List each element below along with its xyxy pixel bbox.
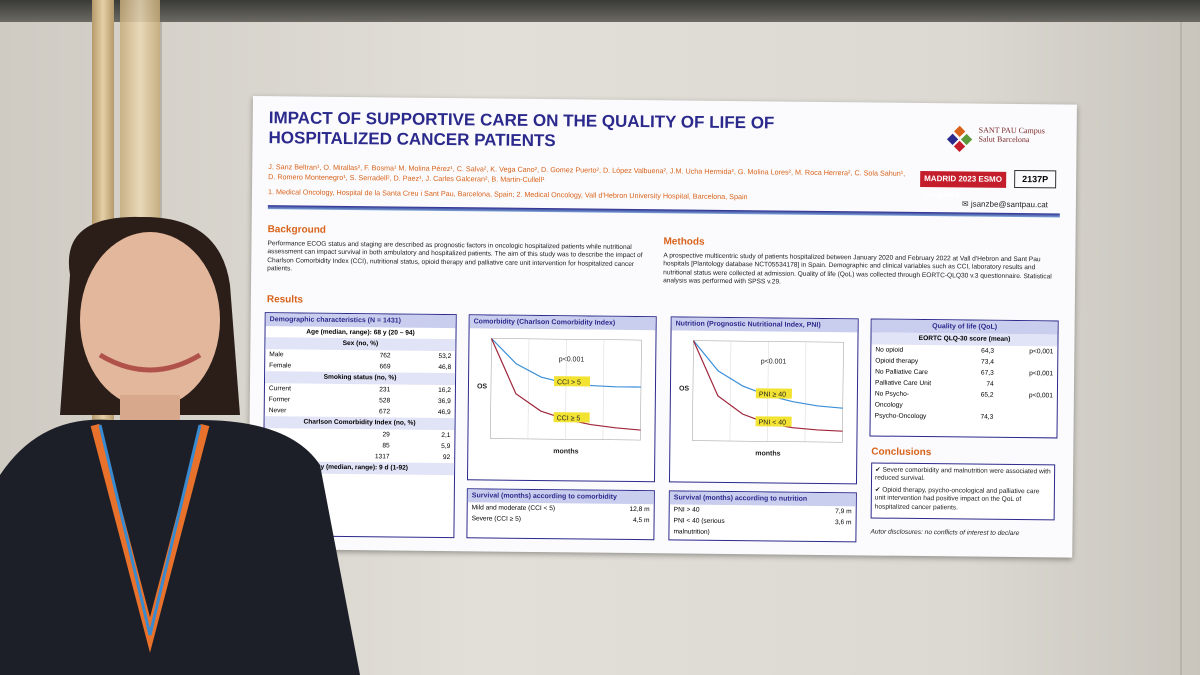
- table-cell: 3,6 m: [835, 519, 852, 527]
- table-cell: Palliative Care Unit: [874, 379, 932, 388]
- legend-highlight: [755, 388, 792, 399]
- table-cell: [994, 357, 1053, 369]
- mail-icon: ✉: [961, 199, 971, 209]
- y-axis-label: OS: [477, 383, 488, 390]
- conclusions-heading: Conclusions: [871, 446, 932, 459]
- table-row: Psycho-Oncology 74,3: [871, 410, 1057, 423]
- table-cell: 64,3: [981, 347, 995, 355]
- table-cell: [994, 379, 1053, 391]
- x-axis-label: months: [553, 448, 578, 455]
- table-cell: No opioid: [875, 346, 904, 354]
- table-cell: 73,4: [981, 358, 994, 366]
- legend-highlight: [755, 416, 792, 427]
- ceiling: [0, 0, 1200, 22]
- table-cell: 46,9: [437, 408, 451, 417]
- jacket: [0, 419, 360, 675]
- sant-pau-logo: SANT PAU Campus Salut Barcelona: [944, 121, 1054, 162]
- face: [80, 232, 220, 408]
- table-cell: 65,2: [980, 391, 994, 399]
- survival-nutrition-table: Survival (months) according to nutrition…: [668, 490, 857, 543]
- table-cell: 16,2: [438, 386, 451, 395]
- table-cell: 12,8 m: [629, 505, 650, 514]
- table-row: PNI < 40 (serious malnutrition) 3,6 m: [669, 515, 855, 539]
- poster-title: IMPACT OF SUPPORTIVE CARE ON THE QUALITY…: [268, 108, 775, 151]
- poster-number: 2137P: [1014, 169, 1057, 189]
- comorbidity-chart: Comorbidity (Charlson Comorbidity Index)…: [466, 314, 657, 483]
- gridline: [804, 341, 807, 442]
- comorbidity-km-plot: CCI > 5 CCI ≥ 5 p<0.001 OS months: [477, 338, 642, 455]
- contact-email: ✉ jsanzbe@santpau.cat: [962, 199, 1048, 209]
- gridline: [602, 339, 605, 440]
- affiliations: 1. Medical Oncology, Hospital de la Sant…: [267, 187, 748, 202]
- conclusion-item: ✔ Opioid therapy, psycho-oncological and…: [874, 486, 1040, 512]
- header-divider: [267, 205, 1060, 218]
- gridline: [527, 338, 530, 439]
- legend-highlight: [553, 376, 591, 387]
- table-cell: No Psycho-Oncology: [874, 390, 910, 409]
- legend-text: PNI ≥ 40: [759, 391, 786, 398]
- legend-label: PNI < 40: [755, 416, 792, 427]
- table-cell: 74: [986, 380, 994, 388]
- table-cell: PNI > 40: [673, 506, 700, 514]
- congress-badge: MADRID 2023 ESMO congress: [920, 170, 1007, 199]
- legend-highlight: [553, 412, 590, 423]
- table-cell: 5,9: [441, 442, 451, 451]
- legend-text: PNI < 40: [759, 419, 787, 426]
- table-cell: 92: [442, 454, 451, 462]
- methods-heading: Methods: [663, 236, 705, 248]
- conclusions-box: ✔ Severe comorbidity and malnutrition we…: [870, 462, 1056, 521]
- table-cell: 2,1: [441, 431, 451, 440]
- table-cell: PNI < 40 (serious malnutrition): [673, 517, 725, 536]
- smile: [98, 352, 202, 373]
- table-cell: 53,2: [438, 352, 452, 361]
- table-cell: 74,3: [980, 413, 994, 421]
- y-axis-label: OS: [679, 385, 690, 392]
- legend-text: CCI ≥ 5: [557, 415, 581, 422]
- gridline: [565, 339, 567, 440]
- sant-pau-logo-icon: [946, 125, 973, 153]
- table-cell: 36,9: [437, 397, 451, 406]
- lanyard-stripe: [98, 424, 202, 636]
- table-cell: p<0,001: [1029, 348, 1054, 356]
- x-axis-label: months: [755, 450, 780, 457]
- nutrition-km-plot: PNI ≥ 40 PNI < 40 p<0.001 OS months: [679, 340, 844, 458]
- wall-seam: [1180, 22, 1182, 675]
- legend-label: CCI > 5: [553, 376, 591, 387]
- table-cell: [993, 412, 1052, 424]
- table-row: Severe (CCI ≥ 5) 4,5 m: [468, 513, 654, 526]
- table-cell: Psycho-Oncology: [874, 412, 927, 421]
- author-list: J. Sanz Beltran¹, O. Mirallas², F. Bosma…: [268, 162, 906, 185]
- p-value: p<0.001: [559, 356, 585, 363]
- table-cell: 67,3: [980, 369, 994, 377]
- legend-text: CCI > 5: [557, 379, 581, 386]
- logo-text: SANT PAU Campus Salut Barcelona: [978, 125, 1045, 145]
- research-poster: IMPACT OF SUPPORTIVE CARE ON THE QUALITY…: [248, 96, 1077, 558]
- table-cell: No Palliative Care: [875, 368, 928, 377]
- table-row: No Psycho-Oncology 65,2 p<0,001: [871, 388, 1057, 412]
- survival-comorbidity-table: Survival (months) according to comorbidi…: [466, 488, 655, 541]
- methods-text: A prospective multicentric study of pati…: [663, 252, 1052, 286]
- p-value: p<0.001: [761, 358, 787, 365]
- email-text: jsanzbe@santpau.cat: [970, 199, 1048, 210]
- qol-table: Quality of life (QoL) EORTC QLQ-30 score…: [869, 318, 1059, 439]
- table-cell: 46,8: [438, 363, 452, 372]
- disclosure: Autor disclosures: no conflicts of inter…: [870, 528, 1020, 538]
- table-cell: Severe (CCI ≥ 5): [471, 515, 522, 523]
- legend-label: CCI ≥ 5: [553, 412, 590, 423]
- nutrition-chart: Nutrition (Prognostic Nutritional Index,…: [668, 316, 859, 485]
- presenter-person: [0, 216, 360, 675]
- table-cell: 4,5 m: [633, 517, 650, 525]
- table-cell: Opioid therapy: [875, 357, 919, 365]
- table-cell: p<0,001: [1029, 370, 1054, 378]
- gridline: [729, 341, 732, 442]
- legend-label: PNI ≥ 40: [755, 388, 792, 399]
- table-cell: p<0,001: [1028, 392, 1053, 400]
- conclusion-item: ✔ Severe comorbidity and malnutrition we…: [874, 466, 1051, 483]
